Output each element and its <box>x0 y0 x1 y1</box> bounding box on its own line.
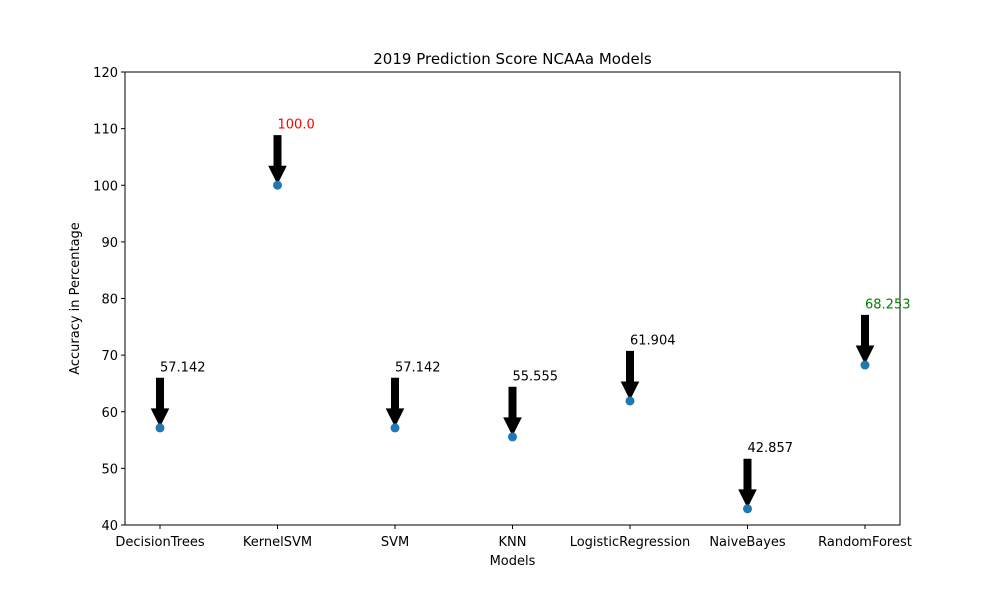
y-tick-label: 50 <box>101 462 118 477</box>
x-tick-label: LogisticRegression <box>570 535 691 550</box>
annotation-arrow <box>268 135 287 185</box>
annotation-label: 57.142 <box>160 360 206 375</box>
annotation-arrow <box>620 350 640 401</box>
y-tick-label: 40 <box>101 519 118 534</box>
chart-title: 2019 Prediction Score NCAAa Models <box>373 50 652 68</box>
annotation-label: 57.142 <box>395 360 441 375</box>
x-axis: DecisionTrees KernelSVM SVM KNN LogisticRegr… <box>115 525 912 550</box>
annotation-arrows <box>150 135 875 508</box>
x-axis-label: Models <box>490 554 536 569</box>
data-point <box>508 432 517 442</box>
y-tick-label: 120 <box>93 66 118 81</box>
annotation-arrow <box>855 314 875 365</box>
annotation-label: 100.0 <box>278 118 315 133</box>
x-tick-label: RandomForest <box>818 535 912 550</box>
data-point <box>625 396 635 406</box>
y-tick-label: 110 <box>93 123 118 138</box>
y-axis-label: Accuracy in Percentage <box>68 222 83 375</box>
annotation-arrow <box>738 458 757 508</box>
annotation-arrow <box>385 377 405 428</box>
x-tick-label: NaiveBayes <box>709 535 786 550</box>
y-tick-label: 70 <box>101 349 118 364</box>
data-point <box>860 360 870 370</box>
data-point <box>155 423 165 433</box>
plot-frame <box>124 71 901 526</box>
annotation-label: 55.555 <box>513 369 559 384</box>
annotation-labels: 57.142 100.0 57.142 55.555 61.904 42.857 68.25… <box>160 118 911 457</box>
y-tick-label: 100 <box>93 179 118 194</box>
x-tick-label: DecisionTrees <box>115 535 204 550</box>
data-point <box>273 180 282 190</box>
data-point <box>743 504 752 514</box>
annotation-label: 61.904 <box>630 333 676 348</box>
data-point <box>390 423 400 433</box>
data-points <box>155 180 870 514</box>
annotation-label: 68.253 <box>865 297 911 312</box>
annotation-arrow <box>150 377 170 428</box>
y-tick-label: 80 <box>101 293 118 308</box>
y-axis: 40 50 60 70 80 90 100 110 120 <box>93 66 125 534</box>
x-tick-label: KernelSVM <box>243 535 312 550</box>
annotation-arrow <box>503 386 522 437</box>
y-tick-label: 60 <box>101 406 118 421</box>
x-tick-label: SVM <box>381 535 409 550</box>
annotation-label: 42.857 <box>748 441 794 456</box>
x-tick-label: KNN <box>499 535 527 550</box>
y-tick-label: 90 <box>101 236 118 251</box>
